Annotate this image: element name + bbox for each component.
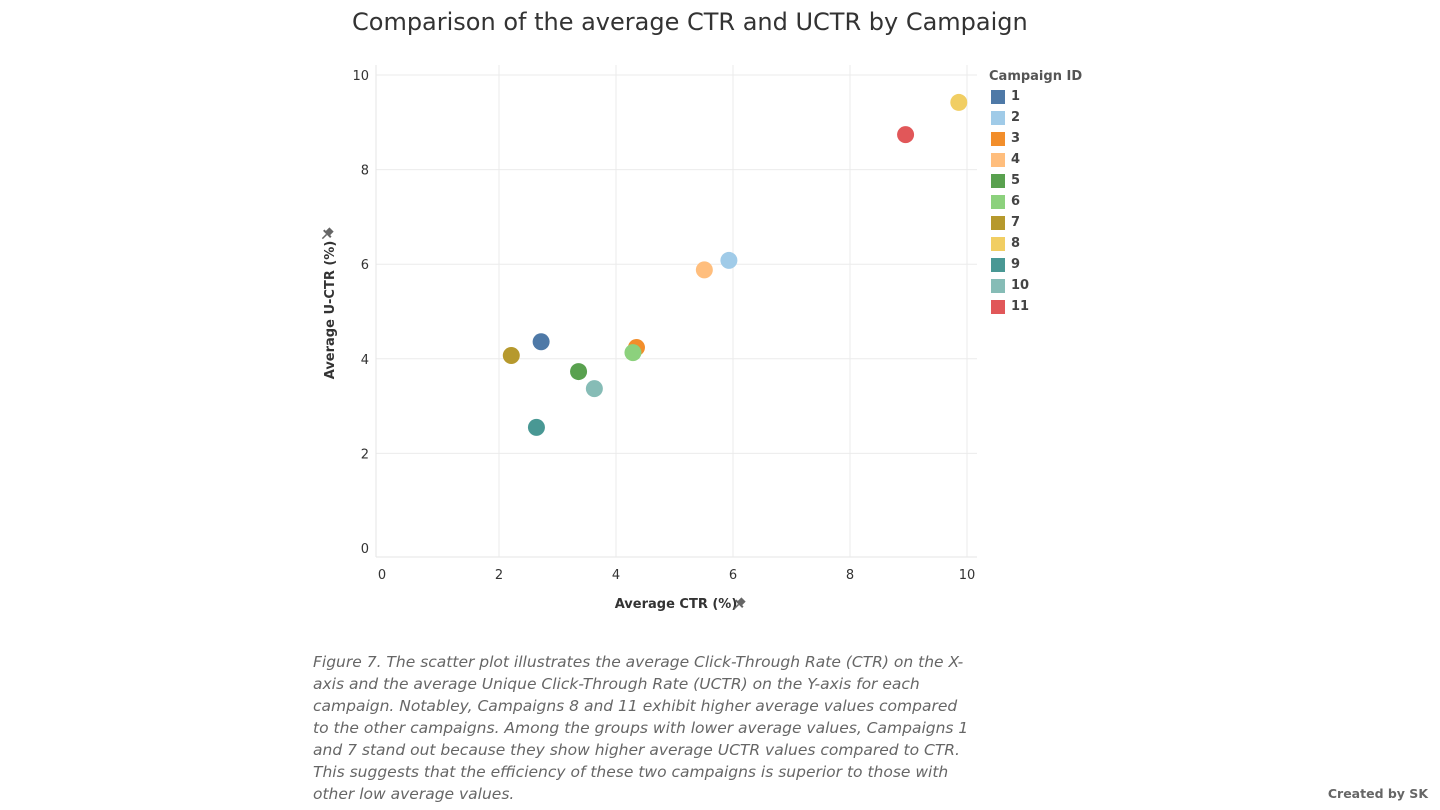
gridlines xyxy=(375,65,977,558)
chart-title: Comparison of the average CTR and UCTR b… xyxy=(352,8,1028,36)
data-point-campaign-11[interactable] xyxy=(897,126,915,144)
legend-swatch xyxy=(991,278,1005,293)
data-point-campaign-7[interactable] xyxy=(502,346,520,364)
y-axis-title-group: Average U-CTR (%) xyxy=(319,226,338,380)
legend-item-campaign-10[interactable]: 10 xyxy=(989,275,1082,296)
x-axis-label: Average CTR (%) xyxy=(615,597,738,612)
data-point-campaign-9[interactable] xyxy=(527,418,545,436)
legend-item-campaign-3[interactable]: 3 xyxy=(989,128,1082,149)
legend-swatch xyxy=(991,110,1005,125)
y-tick-label: 6 xyxy=(361,258,369,273)
x-tick-label: 4 xyxy=(612,568,620,583)
legend: Campaign ID 1 2 3 4 5 6 7 8 9 10 11 xyxy=(989,68,1082,317)
y-axis-pin-icon[interactable] xyxy=(319,226,335,242)
y-tick-label: 8 xyxy=(361,164,369,179)
legend-label: 4 xyxy=(1011,152,1021,167)
scatter-chart: 0 2 4 6 8 10 0 2 4 6 8 10 Average U-CTR (%) Averag… xyxy=(319,65,977,612)
legend-label: 9 xyxy=(1011,257,1021,272)
legend-swatch xyxy=(991,89,1005,104)
y-axis-ticks: 0 2 4 6 8 10 xyxy=(352,69,369,557)
legend-swatch xyxy=(991,257,1005,272)
legend-title: Campaign ID xyxy=(989,69,1083,84)
y-tick-label: 4 xyxy=(361,353,369,368)
legend-label: 6 xyxy=(1011,194,1021,209)
data-point-campaign-8[interactable] xyxy=(950,93,968,111)
legend-item-campaign-9[interactable]: 9 xyxy=(989,254,1082,275)
legend-label: 3 xyxy=(1011,131,1021,146)
x-axis-pin-icon[interactable] xyxy=(731,596,747,612)
x-tick-label: 8 xyxy=(846,568,854,583)
y-tick-label: 0 xyxy=(361,542,369,557)
y-tick-label: 2 xyxy=(361,447,369,462)
data-point-campaign-5[interactable] xyxy=(570,363,588,381)
legend-label: 8 xyxy=(1011,236,1021,251)
legend-label: 2 xyxy=(1011,110,1021,125)
legend-swatch xyxy=(991,173,1005,188)
legend-items: 1 2 3 4 5 6 7 8 9 10 11 xyxy=(989,86,1082,317)
x-tick-label: 10 xyxy=(959,568,976,583)
figure-caption: Figure 7. The scatter plot illustrates t… xyxy=(313,653,969,803)
data-point-campaign-1[interactable] xyxy=(532,333,550,351)
legend-item-campaign-11[interactable]: 11 xyxy=(989,296,1082,317)
legend-item-campaign-6[interactable]: 6 xyxy=(989,191,1082,212)
legend-swatch xyxy=(991,152,1005,167)
legend-swatch xyxy=(991,299,1005,314)
credit-text: Created by SK xyxy=(1327,786,1428,801)
data-point-campaign-10[interactable] xyxy=(585,380,603,398)
legend-item-campaign-5[interactable]: 5 xyxy=(989,170,1082,191)
legend-swatch xyxy=(991,131,1005,146)
data-point-campaign-2[interactable] xyxy=(720,251,738,269)
data-points xyxy=(502,93,968,436)
legend-label: 5 xyxy=(1011,173,1021,188)
x-tick-label: 2 xyxy=(495,568,503,583)
legend-item-campaign-1[interactable]: 1 xyxy=(989,86,1082,107)
x-tick-label: 6 xyxy=(729,568,737,583)
legend-label: 1 xyxy=(1011,89,1021,104)
x-axis-title-group: Average CTR (%) xyxy=(615,596,747,612)
y-axis-label: Average U-CTR (%) xyxy=(323,241,338,380)
legend-swatch xyxy=(991,236,1005,251)
x-tick-label: 0 xyxy=(378,568,386,583)
legend-label: 11 xyxy=(1011,299,1030,314)
legend-swatch xyxy=(991,215,1005,230)
x-axis-ticks: 0 2 4 6 8 10 xyxy=(378,568,975,583)
data-point-campaign-6[interactable] xyxy=(624,344,642,362)
legend-swatch xyxy=(991,194,1005,209)
y-tick-label: 10 xyxy=(352,69,369,84)
legend-label: 10 xyxy=(1011,278,1030,293)
legend-item-campaign-2[interactable]: 2 xyxy=(989,107,1082,128)
legend-item-campaign-4[interactable]: 4 xyxy=(989,149,1082,170)
data-point-campaign-4[interactable] xyxy=(695,261,713,279)
legend-item-campaign-7[interactable]: 7 xyxy=(989,212,1082,233)
legend-label: 7 xyxy=(1011,215,1021,230)
legend-item-campaign-8[interactable]: 8 xyxy=(989,233,1082,254)
